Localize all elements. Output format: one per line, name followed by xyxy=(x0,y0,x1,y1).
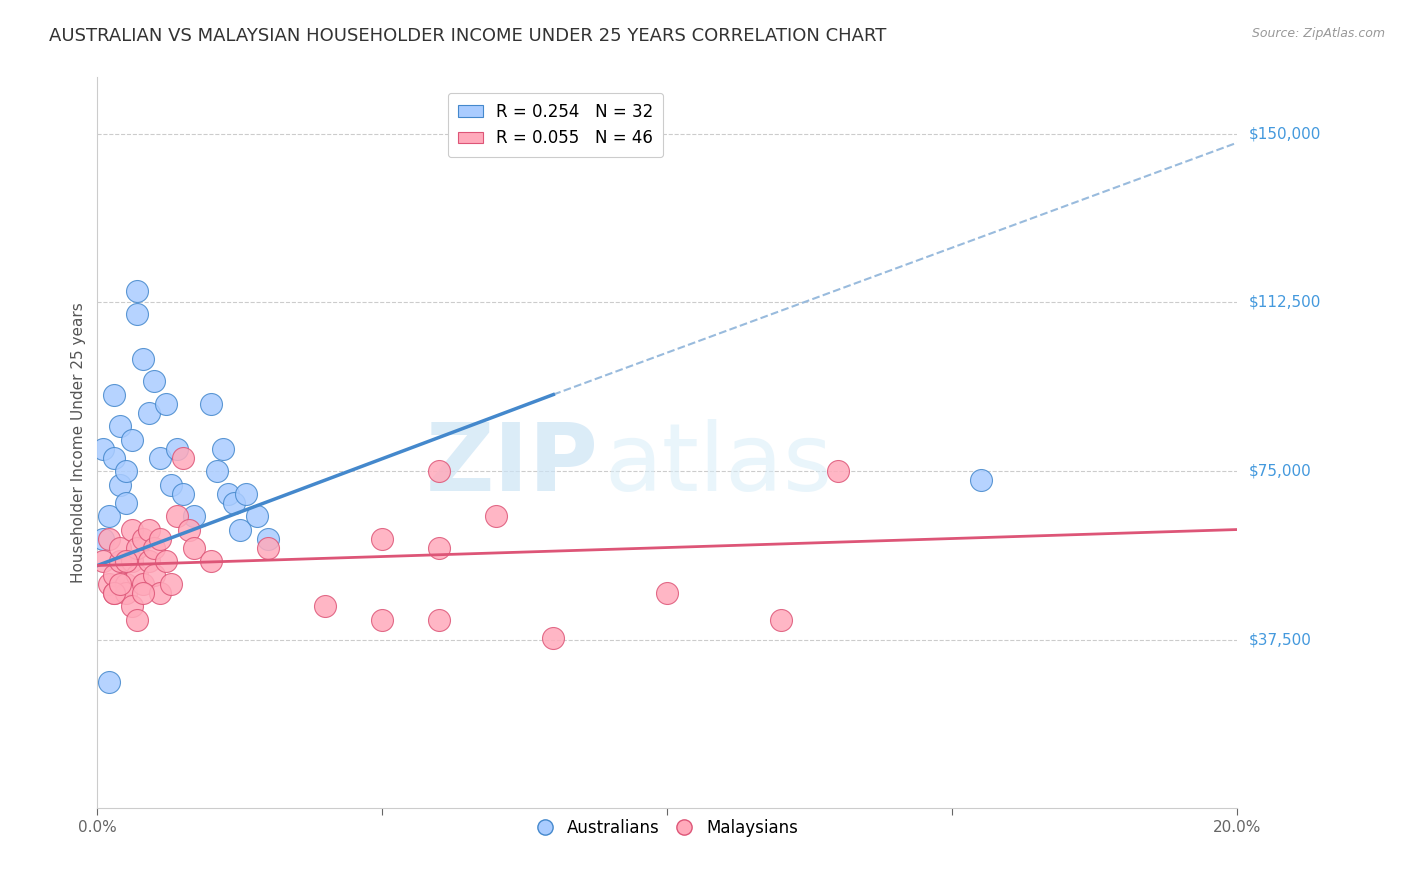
Point xyxy=(183,509,205,524)
Point xyxy=(143,374,166,388)
Point xyxy=(108,419,131,434)
Point xyxy=(103,585,125,599)
Point xyxy=(103,585,125,599)
Point xyxy=(155,554,177,568)
Point xyxy=(314,599,336,613)
Point xyxy=(149,450,172,465)
Point xyxy=(183,541,205,555)
Point xyxy=(970,473,993,487)
Point xyxy=(211,442,233,456)
Point xyxy=(371,532,394,546)
Point xyxy=(200,554,222,568)
Point xyxy=(217,486,239,500)
Point xyxy=(121,523,143,537)
Text: ZIP: ZIP xyxy=(426,419,599,511)
Point xyxy=(138,523,160,537)
Point xyxy=(155,396,177,410)
Point xyxy=(91,532,114,546)
Text: $150,000: $150,000 xyxy=(1249,126,1320,141)
Point xyxy=(132,576,155,591)
Point xyxy=(97,509,120,524)
Point xyxy=(427,541,450,555)
Point xyxy=(127,541,149,555)
Point xyxy=(132,532,155,546)
Point xyxy=(132,351,155,366)
Point xyxy=(427,464,450,478)
Point xyxy=(103,450,125,465)
Point xyxy=(115,464,138,478)
Point xyxy=(121,433,143,447)
Point xyxy=(132,585,155,599)
Point xyxy=(827,464,849,478)
Point xyxy=(770,613,793,627)
Point xyxy=(257,532,280,546)
Point xyxy=(115,495,138,509)
Point xyxy=(127,613,149,627)
Text: $37,500: $37,500 xyxy=(1249,632,1312,648)
Point xyxy=(91,442,114,456)
Point xyxy=(172,486,194,500)
Point xyxy=(138,554,160,568)
Point xyxy=(127,307,149,321)
Y-axis label: Householder Income Under 25 years: Householder Income Under 25 years xyxy=(72,302,86,583)
Point xyxy=(149,532,172,546)
Point xyxy=(166,509,188,524)
Point xyxy=(103,387,125,401)
Point xyxy=(371,613,394,627)
Point xyxy=(200,396,222,410)
Point xyxy=(127,284,149,298)
Point xyxy=(224,495,246,509)
Point xyxy=(143,567,166,582)
Point xyxy=(143,541,166,555)
Point xyxy=(657,585,679,599)
Point xyxy=(427,613,450,627)
Point xyxy=(138,406,160,420)
Point xyxy=(115,585,138,599)
Point xyxy=(91,554,114,568)
Point xyxy=(229,523,252,537)
Point xyxy=(235,486,257,500)
Text: atlas: atlas xyxy=(605,419,832,511)
Text: Source: ZipAtlas.com: Source: ZipAtlas.com xyxy=(1251,27,1385,40)
Legend: Australians, Malaysians: Australians, Malaysians xyxy=(530,813,804,844)
Point xyxy=(543,631,565,645)
Point xyxy=(149,585,172,599)
Point xyxy=(485,509,508,524)
Point xyxy=(115,576,138,591)
Point xyxy=(115,554,138,568)
Point xyxy=(172,450,194,465)
Point xyxy=(257,541,280,555)
Point xyxy=(121,554,143,568)
Text: AUSTRALIAN VS MALAYSIAN HOUSEHOLDER INCOME UNDER 25 YEARS CORRELATION CHART: AUSTRALIAN VS MALAYSIAN HOUSEHOLDER INCO… xyxy=(49,27,887,45)
Point xyxy=(127,567,149,582)
Point xyxy=(97,532,120,546)
Point xyxy=(160,576,183,591)
Point xyxy=(246,509,269,524)
Point xyxy=(205,464,228,478)
Point xyxy=(97,576,120,591)
Point xyxy=(121,599,143,613)
Point xyxy=(108,576,131,591)
Point xyxy=(108,554,131,568)
Text: $112,500: $112,500 xyxy=(1249,295,1320,310)
Point xyxy=(108,541,131,555)
Text: $75,000: $75,000 xyxy=(1249,464,1310,478)
Point xyxy=(97,675,120,690)
Point xyxy=(108,477,131,491)
Point xyxy=(160,477,183,491)
Point xyxy=(166,442,188,456)
Point xyxy=(177,523,200,537)
Point xyxy=(103,567,125,582)
